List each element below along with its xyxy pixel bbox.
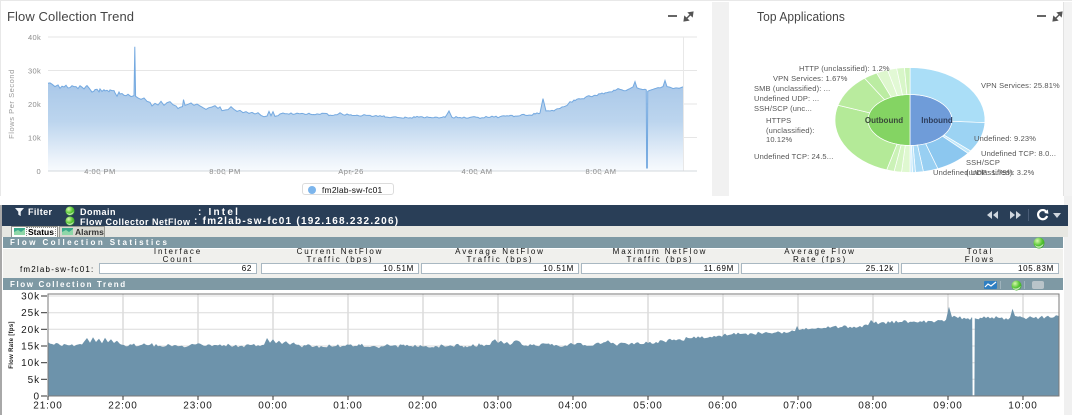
svg-text:01:00: 01:00 <box>333 401 363 412</box>
svg-text:00:00: 00:00 <box>258 401 288 412</box>
svg-text:07:00: 07:00 <box>783 401 813 412</box>
svg-text:0: 0 <box>34 392 40 403</box>
svg-text:Flows Per Second: Flows Per Second <box>7 69 16 139</box>
svg-text:10k: 10k <box>21 358 40 369</box>
svg-text:09:00: 09:00 <box>933 401 963 412</box>
svg-text:04:00: 04:00 <box>558 401 588 412</box>
svg-text:5k: 5k <box>28 375 40 386</box>
svg-text:22:00: 22:00 <box>108 401 138 412</box>
svg-text:0: 0 <box>37 167 41 176</box>
svg-text:08:00: 08:00 <box>858 401 888 412</box>
svg-text:05:00: 05:00 <box>633 401 663 412</box>
svg-text:30k: 30k <box>21 292 40 303</box>
svg-text:02:00: 02:00 <box>408 401 438 412</box>
svg-text:20k: 20k <box>21 325 40 336</box>
svg-text:40k: 40k <box>28 33 41 42</box>
svg-text:Flow Rate [fps]: Flow Rate [fps] <box>9 321 15 369</box>
svg-text:06:00: 06:00 <box>708 401 738 412</box>
svg-text:Inbound: Inbound <box>921 116 953 125</box>
svg-text:25k: 25k <box>21 308 40 319</box>
svg-text:21:00: 21:00 <box>33 401 63 412</box>
svg-text:23:00: 23:00 <box>183 401 213 412</box>
svg-text:Outbound: Outbound <box>865 116 903 125</box>
svg-text:03:00: 03:00 <box>483 401 513 412</box>
svg-text:15k: 15k <box>21 342 40 353</box>
svg-text:30k: 30k <box>28 67 41 76</box>
svg-text:10:00: 10:00 <box>1008 401 1038 412</box>
svg-text:10k: 10k <box>28 134 41 143</box>
svg-text:20k: 20k <box>28 100 41 109</box>
